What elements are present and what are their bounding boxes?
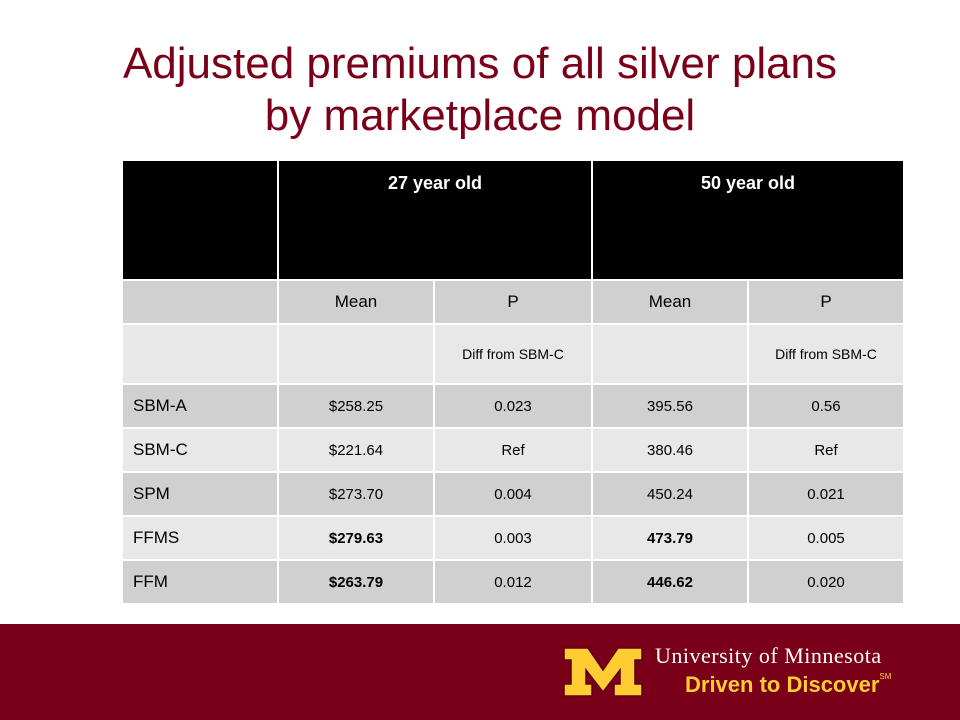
table-row: FFMS $279.63 0.003 473.79 0.005 xyxy=(121,515,905,561)
subheader-cell: Mean xyxy=(277,279,435,325)
row-label: SPM xyxy=(121,471,279,517)
service-mark: SM xyxy=(879,672,892,681)
table-cell: 0.020 xyxy=(747,559,905,605)
table-cell: 0.021 xyxy=(747,471,905,517)
row-label: SBM-A xyxy=(121,383,279,429)
table-header-row: 27 year old 50 year old xyxy=(121,159,905,281)
premiums-table: 27 year old 50 year old Mean P Mean P Di… xyxy=(121,159,905,605)
table-cell: 0.56 xyxy=(747,383,905,429)
footer-bar xyxy=(0,624,960,720)
note-cell xyxy=(277,323,435,385)
table-cell: 380.46 xyxy=(591,427,749,473)
table-cell: 473.79 xyxy=(591,515,749,561)
row-label: FFMS xyxy=(121,515,279,561)
block-m-logo-icon xyxy=(563,647,643,697)
note-cell xyxy=(121,323,279,385)
note-cell: Diff from SBM-C xyxy=(747,323,905,385)
subheader-cell: P xyxy=(747,279,905,325)
table-cell: 0.023 xyxy=(433,383,593,429)
subheader-cell xyxy=(121,279,279,325)
row-label: SBM-C xyxy=(121,427,279,473)
tagline-text: Driven to Discover xyxy=(685,672,880,697)
table-cell: Ref xyxy=(433,427,593,473)
table-cell: $273.70 xyxy=(277,471,435,517)
table-row: SPM $273.70 0.004 450.24 0.021 xyxy=(121,471,905,517)
header-cell-empty xyxy=(121,159,279,281)
table-note-row: Diff from SBM-C Diff from SBM-C xyxy=(121,323,905,385)
table-cell: 0.012 xyxy=(433,559,593,605)
table-cell: $221.64 xyxy=(277,427,435,473)
note-cell xyxy=(591,323,749,385)
title-line-2: by marketplace model xyxy=(264,91,696,140)
table-row: SBM-A $258.25 0.023 395.56 0.56 xyxy=(121,383,905,429)
header-cell-27: 27 year old xyxy=(277,159,593,281)
table-cell: Ref xyxy=(747,427,905,473)
table-cell: $258.25 xyxy=(277,383,435,429)
table-cell: 0.004 xyxy=(433,471,593,517)
table-row: FFM $263.79 0.012 446.62 0.020 xyxy=(121,559,905,605)
table-cell: 395.56 xyxy=(591,383,749,429)
table-cell: 0.003 xyxy=(433,515,593,561)
table-subheader-row: Mean P Mean P xyxy=(121,279,905,325)
header-cell-50: 50 year old xyxy=(591,159,905,281)
table-cell: 450.24 xyxy=(591,471,749,517)
tagline: Driven to DiscoverSM xyxy=(685,672,891,698)
table-cell: 446.62 xyxy=(591,559,749,605)
subheader-cell: P xyxy=(433,279,593,325)
table-cell: $263.79 xyxy=(277,559,435,605)
note-cell: Diff from SBM-C xyxy=(433,323,593,385)
row-label: FFM xyxy=(121,559,279,605)
table-row: SBM-C $221.64 Ref 380.46 Ref xyxy=(121,427,905,473)
slide-title: Adjusted premiums of all silver plans by… xyxy=(40,38,920,142)
title-line-1: Adjusted premiums of all silver plans xyxy=(122,39,838,88)
table-cell: 0.005 xyxy=(747,515,905,561)
subheader-cell: Mean xyxy=(591,279,749,325)
table-cell: $279.63 xyxy=(277,515,435,561)
university-name: University of Minnesota xyxy=(655,643,882,668)
